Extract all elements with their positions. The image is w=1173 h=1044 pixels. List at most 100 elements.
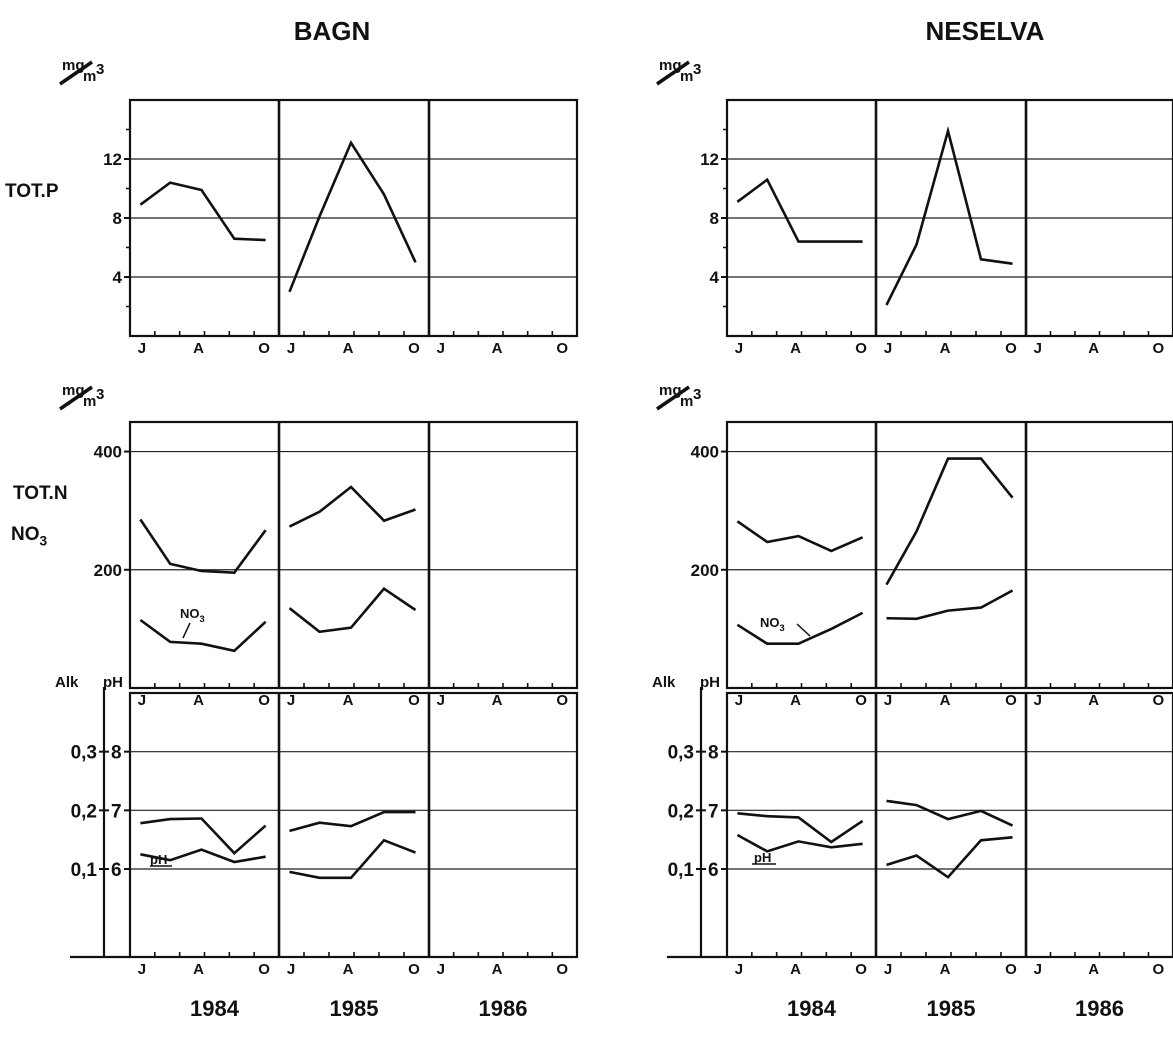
month-label: A (940, 692, 951, 709)
month-label: J (884, 692, 892, 709)
unit-3: 3 (693, 386, 701, 403)
row-label-totn: TOT.N (13, 483, 68, 504)
ph-tick-label: 8 (111, 743, 122, 764)
unit-slash (656, 385, 690, 411)
month-label: A (343, 961, 354, 978)
month-label: O (1152, 340, 1164, 357)
series-line-totn-bagn-1984 (139, 518, 267, 575)
month-label: J (437, 961, 445, 978)
month-label: O (1152, 692, 1164, 709)
series-line-ph-neselva-1984 (737, 812, 864, 844)
y-tick-label: 400 (94, 443, 122, 462)
annotation-no3-bagn: NO3 (180, 606, 205, 624)
month-label: J (437, 340, 445, 357)
series-line-totn-neselva-1984 (736, 520, 864, 553)
ph-tick-label: 6 (708, 860, 719, 881)
month-label: A (940, 961, 951, 978)
month-label: O (556, 692, 568, 709)
alk-tick-label: 0,1 (668, 860, 695, 881)
annotation-arrow (182, 622, 191, 639)
panel-frame (725, 420, 1173, 690)
month-label: A (492, 692, 503, 709)
alk-tick-label: 0,3 (71, 743, 97, 764)
month-label: A (343, 340, 354, 357)
month-label: A (1088, 961, 1099, 978)
unit-m: m (680, 68, 693, 85)
month-label: O (1005, 692, 1017, 709)
month-label: J (1034, 692, 1042, 709)
month-label: J (138, 340, 146, 357)
series-line-alk-bagn-1985 (289, 838, 416, 880)
unit-m: m (83, 68, 96, 85)
annotation-ph-bagn: pH (150, 852, 167, 867)
alk-tick-label: 0,1 (71, 860, 98, 881)
month-label: J (287, 692, 295, 709)
series-line-ph-neselva-1985 (886, 799, 1014, 827)
annotation-ph-neselva: pH (754, 850, 771, 865)
month-label: A (790, 961, 801, 978)
month-label: J (287, 961, 295, 978)
row-label-totp: TOT.P (5, 181, 59, 202)
data-lines (139, 125, 1014, 880)
axis-label-alk: Alk (652, 674, 676, 691)
series-line-totp-bagn-1984 (139, 181, 266, 242)
unit-slash (59, 60, 93, 86)
annotation-arrow (796, 623, 811, 637)
y-tick-label: 8 (113, 209, 122, 228)
month-label: A (492, 340, 503, 357)
month-label: A (940, 340, 951, 357)
y-tick-label: 8 (710, 209, 719, 228)
month-label: O (1005, 961, 1017, 978)
unit-m: m (680, 393, 693, 410)
month-label: J (1034, 961, 1042, 978)
site-title-neselva: NESELVA (926, 16, 1045, 46)
month-label: A (343, 692, 354, 709)
series-line-no3-bagn-1985 (288, 586, 417, 634)
series-line-totp-neselva-1985 (885, 125, 1013, 306)
month-label: A (193, 692, 204, 709)
series-line-ph-bagn-1985 (289, 810, 416, 833)
month-label: J (735, 692, 743, 709)
ph-tick-label: 8 (708, 743, 719, 764)
month-label: A (1088, 692, 1099, 709)
month-label: J (735, 340, 743, 357)
series-line-ph-bagn-1984 (140, 817, 267, 856)
panel-frame (725, 691, 1173, 959)
month-label: J (884, 340, 892, 357)
series-line-alk-neselva-1984 (736, 833, 863, 853)
month-label: J (884, 961, 892, 978)
series-line-no3-bagn-1984 (139, 618, 267, 653)
ph-tick-label: 7 (111, 801, 122, 822)
y-tick-label: 200 (94, 561, 122, 580)
ph-tick-label: 7 (708, 801, 719, 822)
series-line-totp-neselva-1984 (736, 177, 863, 243)
annotation-no3-neselva: NO3 (760, 615, 785, 633)
series-line-no3-neselva-1985 (886, 589, 1014, 621)
y-tick-label: 400 (691, 443, 719, 462)
month-label: O (408, 961, 420, 978)
y-tick-label: 200 (691, 561, 719, 580)
month-label: O (855, 340, 867, 357)
year-label: 1984 (787, 996, 837, 1021)
series-line-alk-bagn-1984 (140, 848, 266, 864)
month-label: J (1034, 340, 1042, 357)
month-label: O (408, 692, 420, 709)
month-label: O (556, 340, 568, 357)
axis-label-ph: pH (103, 674, 123, 691)
month-label: A (193, 340, 204, 357)
month-label: O (258, 961, 270, 978)
ph-tick-label: 6 (111, 860, 122, 881)
month-label: O (258, 340, 270, 357)
year-label: 1985 (330, 996, 379, 1021)
month-label: O (855, 961, 867, 978)
series-line-totn-neselva-1985 (885, 457, 1014, 586)
series-line-totp-bagn-1985 (288, 140, 417, 293)
row-label-no3: NO3 (11, 524, 48, 549)
year-label: 1985 (927, 996, 976, 1021)
site-title-bagn: BAGN (294, 16, 371, 46)
month-label: J (287, 340, 295, 357)
unit-3: 3 (96, 61, 104, 78)
month-label: A (492, 961, 503, 978)
